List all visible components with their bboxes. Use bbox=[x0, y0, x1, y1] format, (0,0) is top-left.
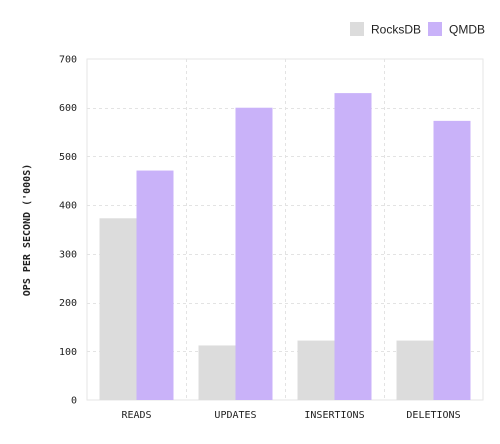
y-tick-label: 700 bbox=[59, 55, 77, 66]
x-tick-label: UPDATES bbox=[214, 410, 256, 421]
y-axis-ticks: 0 100 200 300 400 500 600 700 bbox=[59, 55, 77, 407]
x-tick-label: DELETIONS bbox=[406, 410, 460, 421]
legend-swatch-rocksdb bbox=[350, 22, 364, 36]
legend: RocksDB QMDB bbox=[350, 22, 485, 37]
bar-qmdb-reads bbox=[136, 170, 174, 400]
bar-qmdb-insertions bbox=[334, 93, 372, 400]
legend-swatch-qmdb bbox=[428, 22, 442, 36]
bar-rocksdb-reads bbox=[99, 218, 137, 400]
y-tick-label: 400 bbox=[59, 201, 77, 212]
y-tick-label: 300 bbox=[59, 249, 77, 260]
y-tick-label: 200 bbox=[59, 298, 77, 309]
x-tick-label: READS bbox=[121, 410, 151, 421]
bar-rocksdb-deletions bbox=[396, 340, 434, 400]
y-tick-label: 600 bbox=[59, 103, 77, 114]
x-tick-label: INSERTIONS bbox=[304, 410, 364, 421]
y-tick-label: 100 bbox=[59, 347, 77, 358]
bar-qmdb-updates bbox=[235, 107, 273, 400]
bar-rocksdb-updates bbox=[198, 345, 236, 400]
y-tick-label: 0 bbox=[71, 396, 77, 407]
x-axis-ticks: READS UPDATES INSERTIONS DELETIONS bbox=[121, 410, 460, 421]
y-tick-label: 500 bbox=[59, 152, 77, 163]
legend-label-rocksdb: RocksDB bbox=[371, 23, 421, 37]
legend-label-qmdb: QMDB bbox=[449, 23, 485, 37]
bar-rocksdb-insertions bbox=[297, 340, 335, 400]
bar-qmdb-deletions bbox=[433, 120, 471, 401]
bars bbox=[99, 93, 471, 401]
y-axis-title: OPS PER SECOND ('000S) bbox=[22, 164, 33, 296]
